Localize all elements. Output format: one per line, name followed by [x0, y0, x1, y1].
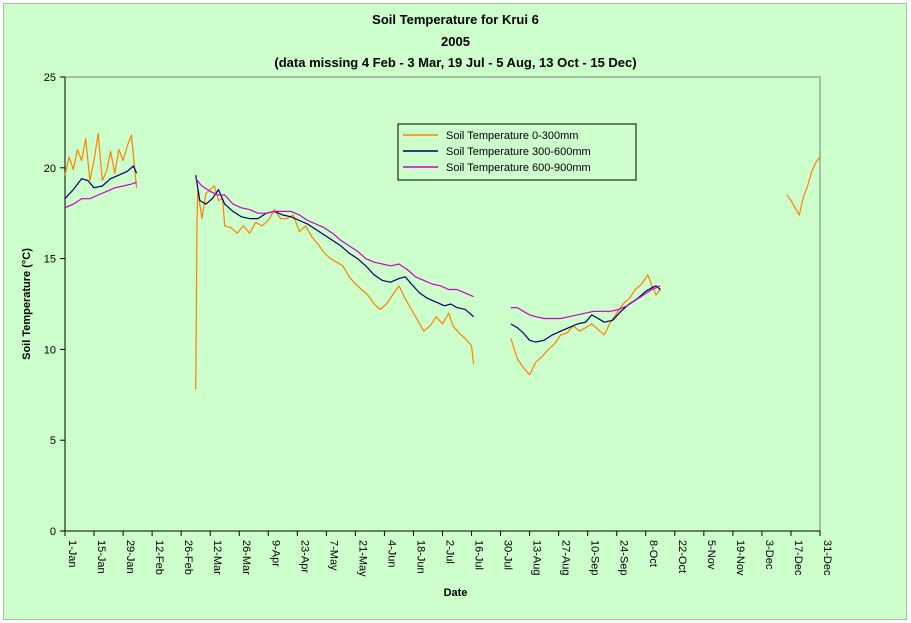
y-axis-title: Soil Temperature (°C) — [21, 248, 33, 360]
y-tick-label: 5 — [50, 435, 56, 447]
x-tick-label: 18-Jun — [414, 540, 426, 574]
series-line-2 — [64, 165, 138, 200]
chart-note: (data missing 4 Feb - 3 Mar, 19 Jul - 5 … — [274, 55, 637, 70]
x-tick-label: 29-Jan — [124, 540, 136, 574]
x-tick-label: 9-Apr — [269, 540, 281, 567]
x-tick-label: 2-Jul — [444, 540, 456, 564]
x-tick-label: 16-Jul — [473, 540, 485, 570]
y-tick-label: 0 — [50, 526, 56, 538]
series-line-3 — [64, 181, 137, 209]
y-tick-label: 20 — [44, 163, 56, 175]
y-tick-label: 10 — [44, 344, 56, 356]
series-line-3 — [510, 285, 661, 320]
legend-label: Soil Temperature 300-600mm — [446, 146, 591, 158]
series-line-2 — [510, 285, 661, 343]
legend — [397, 123, 637, 181]
chart-area — [3, 3, 907, 620]
x-tick-label: 4-Jun — [385, 540, 397, 568]
x-tick-label: 24-Sep — [618, 540, 630, 575]
x-tick-label: 3-Dec — [763, 540, 775, 570]
x-axis-title: Date — [443, 587, 468, 599]
series-line-1 — [64, 132, 138, 188]
x-tick-label: 1-Jan — [66, 540, 78, 568]
x-tick-label: 5-Nov — [705, 540, 717, 570]
x-tick-label: 21-May — [356, 540, 368, 577]
series-line-3 — [195, 178, 474, 298]
series-line-1 — [786, 156, 821, 216]
x-tick-label: 7-May — [327, 540, 339, 571]
x-tick-label: 12-Mar — [211, 540, 223, 575]
x-tick-label: 8-Oct — [647, 540, 659, 567]
legend-label: Soil Temperature 0-300mm — [446, 130, 578, 142]
x-tick-label: 26-Mar — [240, 540, 252, 575]
x-tick-label: 22-Oct — [676, 540, 688, 573]
x-tick-label: 17-Dec — [792, 540, 804, 576]
x-tick-label: 12-Feb — [153, 540, 165, 575]
series-line-1 — [195, 185, 475, 390]
x-tick-label: 10-Sep — [589, 540, 601, 575]
chart-subtitle: 2005 — [441, 34, 470, 49]
x-tick-label: 27-Aug — [560, 540, 572, 575]
y-tick-label: 15 — [44, 254, 56, 266]
x-tick-label: 30-Jul — [502, 540, 514, 570]
x-tick-label: 31-Dec — [821, 540, 833, 576]
x-tick-label: 19-Nov — [734, 540, 746, 576]
legend-label: Soil Temperature 600-900mm — [446, 162, 591, 174]
x-tick-label: 23-Apr — [298, 540, 310, 573]
x-tick-label: 15-Jan — [95, 540, 107, 574]
chart-title: Soil Temperature for Krui 6 — [372, 12, 539, 27]
series-line-2 — [195, 175, 474, 318]
x-tick-label: 13-Aug — [531, 540, 543, 575]
x-tick-label: 26-Feb — [182, 540, 194, 575]
series-line-1 — [510, 274, 661, 376]
y-tick-label: 25 — [44, 72, 56, 84]
